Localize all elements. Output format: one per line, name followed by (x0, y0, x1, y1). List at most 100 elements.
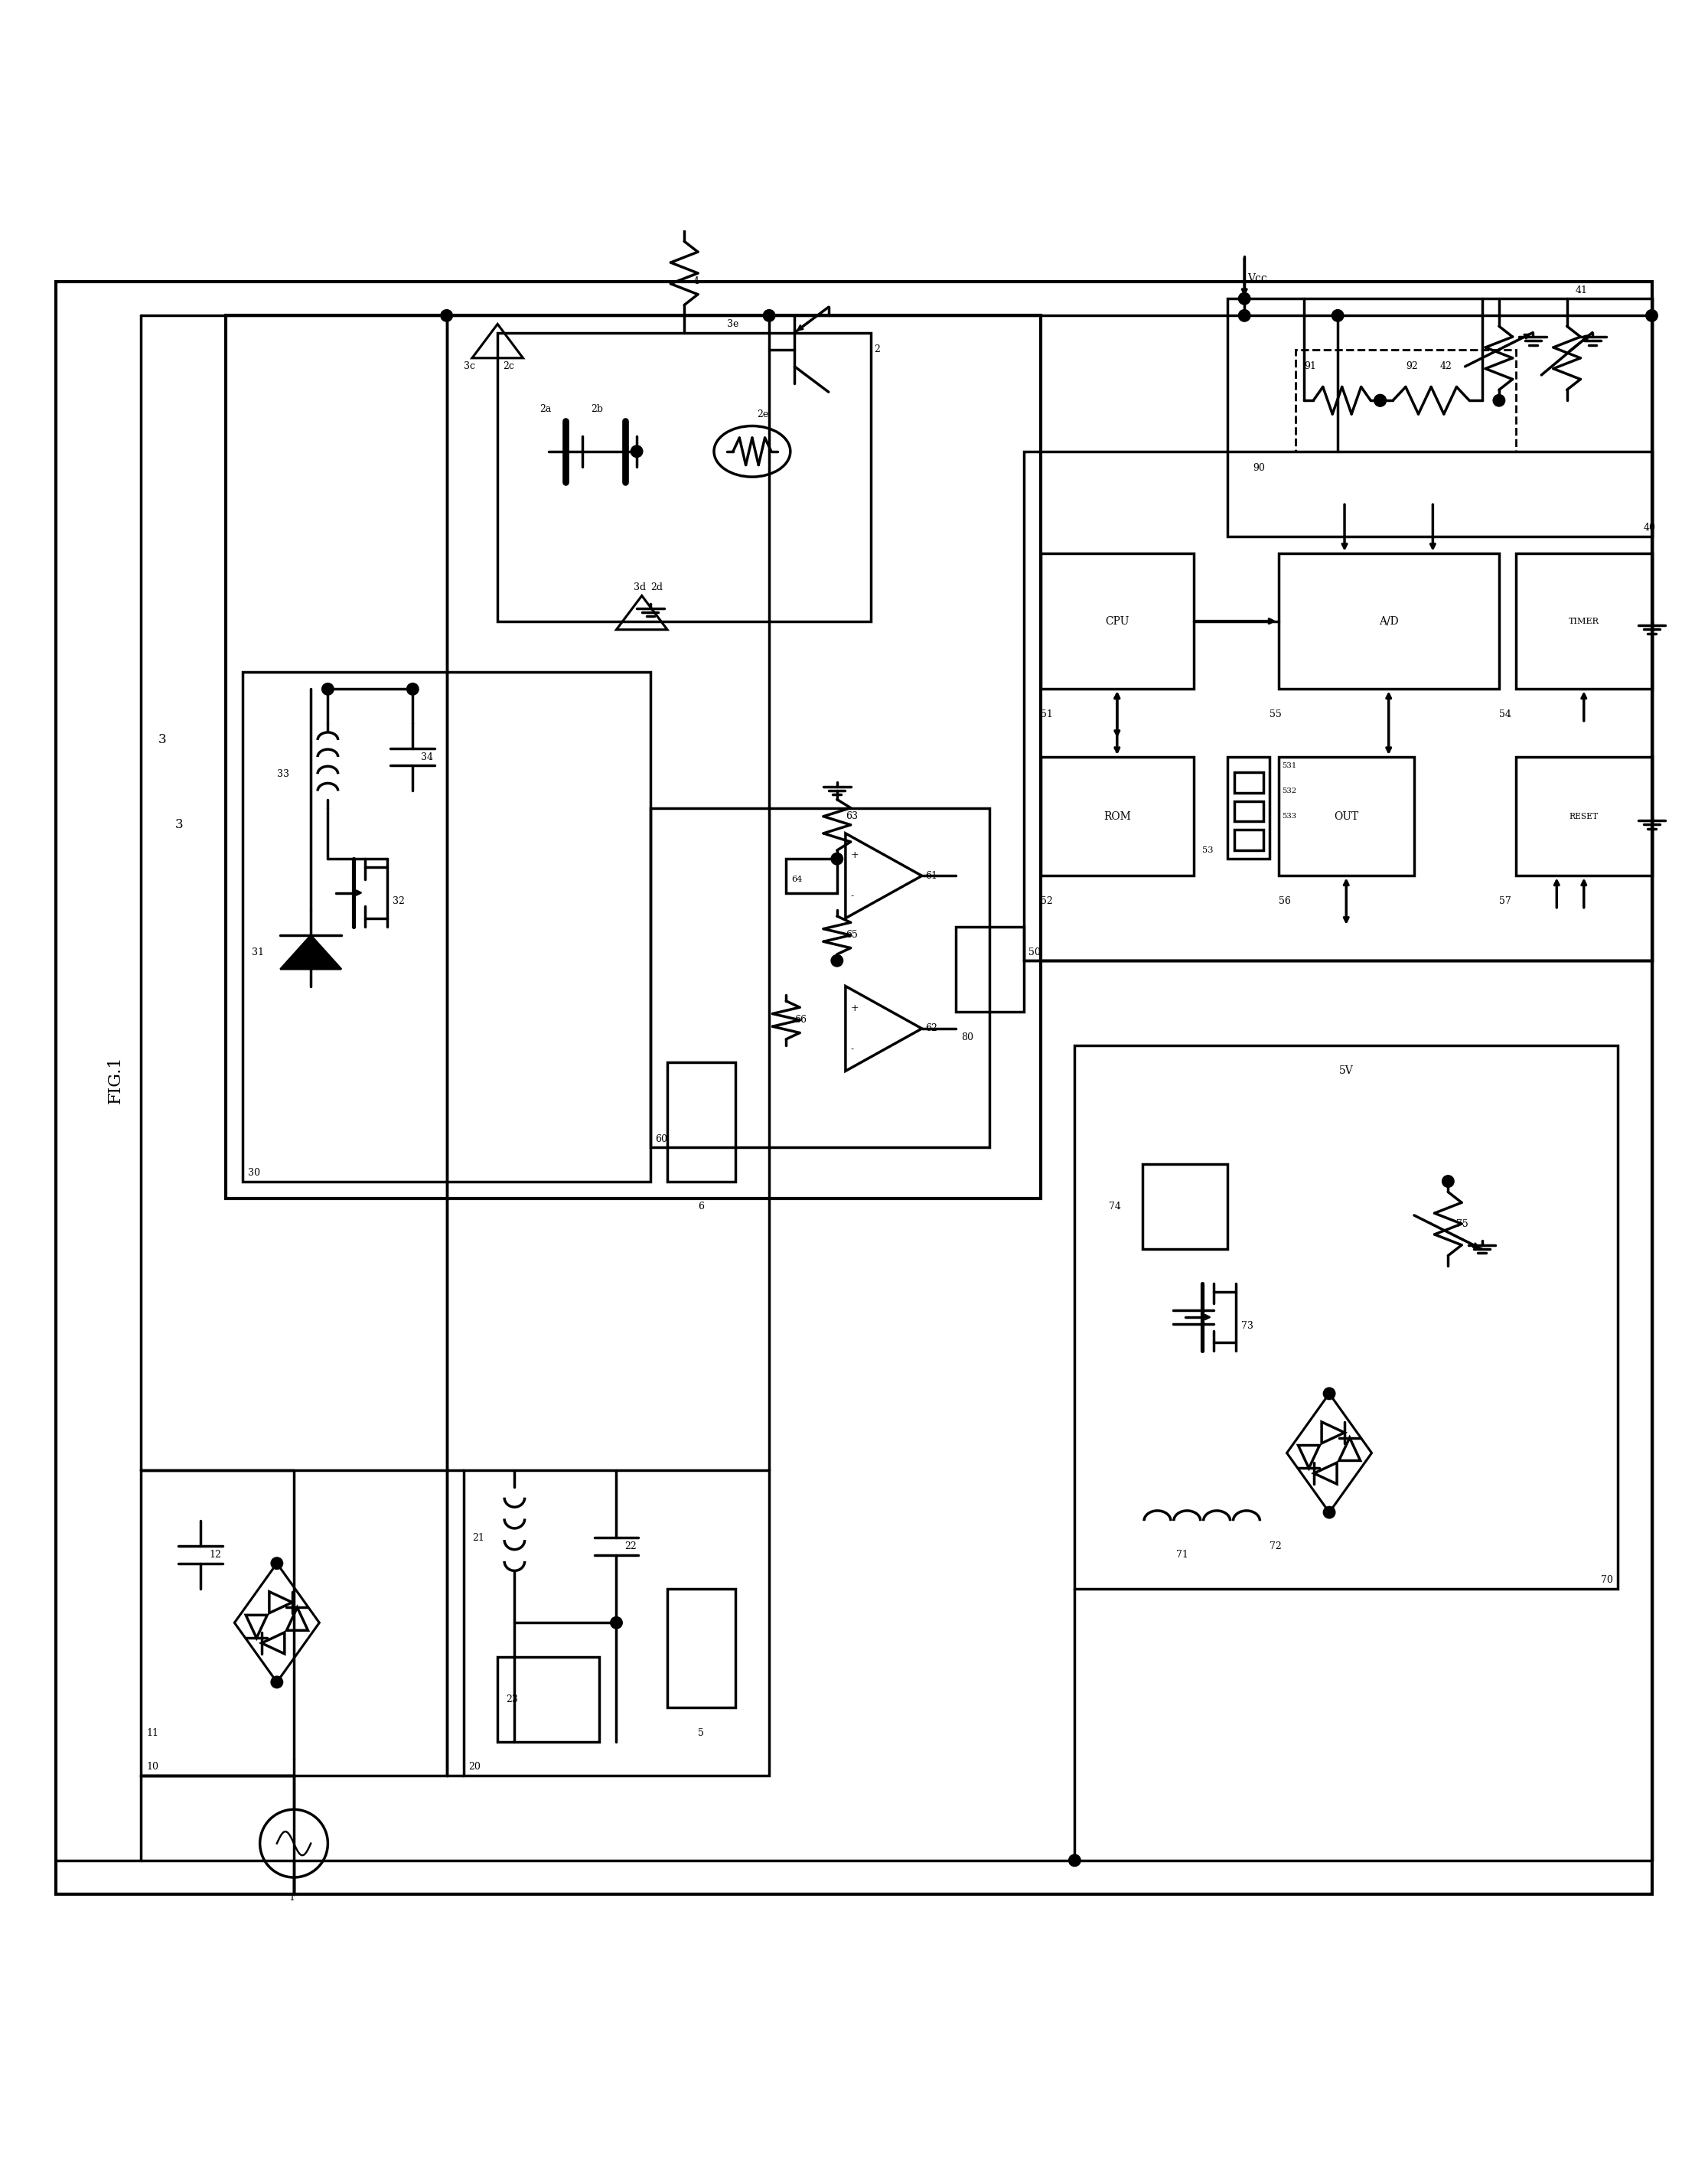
Bar (225, 315, 1040, 1198)
Circle shape (610, 1617, 622, 1628)
Text: 6: 6 (699, 1203, 704, 1211)
Circle shape (1332, 309, 1344, 322)
Circle shape (1238, 294, 1250, 304)
Bar (1295, 350, 1517, 451)
Text: 41: 41 (1575, 285, 1588, 296)
Text: 11: 11 (147, 1727, 159, 1738)
Text: 3e: 3e (726, 320, 738, 328)
Bar (1074, 1045, 1617, 1589)
Text: 42: 42 (1440, 361, 1452, 371)
Circle shape (1442, 1174, 1454, 1187)
Text: OUT: OUT (1334, 812, 1358, 823)
Text: 533: 533 (1281, 814, 1296, 820)
Text: 2e: 2e (757, 408, 769, 419)
Circle shape (272, 1557, 284, 1570)
Text: 22: 22 (625, 1542, 637, 1552)
Text: 63: 63 (845, 812, 857, 820)
Bar (668, 1062, 734, 1181)
Text: 2a: 2a (540, 404, 552, 415)
Text: 3: 3 (159, 734, 166, 747)
Bar (1235, 801, 1264, 820)
Text: 57: 57 (1500, 896, 1512, 907)
Text: 55: 55 (1269, 710, 1283, 719)
Text: ROM: ROM (1103, 812, 1131, 823)
Text: 53: 53 (1202, 846, 1213, 855)
Text: 2: 2 (874, 345, 880, 354)
Text: 56: 56 (1278, 896, 1291, 907)
Text: 2d: 2d (651, 583, 663, 592)
Circle shape (630, 445, 642, 458)
Text: RESET: RESET (1570, 812, 1599, 820)
Text: 3c: 3c (463, 361, 475, 371)
Bar (243, 671, 651, 1181)
Text: 90: 90 (1254, 464, 1266, 473)
Text: A/D: A/D (1378, 615, 1399, 626)
Circle shape (832, 853, 844, 866)
Text: CPU: CPU (1105, 615, 1129, 626)
Circle shape (1069, 1855, 1081, 1865)
Text: 10: 10 (147, 1762, 159, 1773)
Text: 3: 3 (174, 818, 183, 831)
Text: 51: 51 (1040, 710, 1052, 719)
Bar (956, 926, 1023, 1013)
Circle shape (1375, 395, 1387, 406)
Circle shape (1324, 1388, 1336, 1399)
Bar (1040, 758, 1194, 877)
Text: 531: 531 (1281, 762, 1296, 769)
Text: +: + (851, 1004, 859, 1013)
Text: 71: 71 (1177, 1550, 1189, 1559)
Circle shape (1493, 395, 1505, 406)
Circle shape (321, 682, 333, 695)
Bar (1040, 553, 1194, 689)
Text: 70: 70 (1600, 1576, 1612, 1585)
Text: 34: 34 (422, 751, 434, 762)
Text: 61: 61 (926, 870, 938, 881)
Text: 23: 23 (506, 1695, 518, 1703)
Circle shape (1324, 1507, 1336, 1518)
Text: 32: 32 (393, 896, 405, 907)
Text: 64: 64 (791, 874, 803, 883)
Text: TIMER: TIMER (1568, 617, 1599, 624)
Text: 65: 65 (845, 931, 857, 939)
Text: 50: 50 (1028, 948, 1040, 956)
Text: 4: 4 (693, 276, 699, 287)
Text: 60: 60 (656, 1133, 668, 1144)
Text: 2c: 2c (502, 361, 514, 371)
Polygon shape (280, 935, 342, 969)
Text: +: + (851, 851, 859, 861)
Text: 74: 74 (1108, 1203, 1120, 1211)
Text: 33: 33 (277, 769, 289, 779)
Bar (142, 1470, 446, 1775)
Bar (1228, 758, 1269, 859)
Bar (463, 1470, 769, 1775)
Text: 3d: 3d (634, 583, 646, 592)
Circle shape (1375, 395, 1387, 406)
Bar (1278, 553, 1500, 689)
Text: 5V: 5V (1339, 1067, 1353, 1077)
Circle shape (832, 954, 844, 967)
Bar (1235, 773, 1264, 792)
Text: -: - (851, 1045, 854, 1054)
Text: 5: 5 (699, 1727, 704, 1738)
Text: 73: 73 (1242, 1321, 1254, 1330)
Bar (1235, 829, 1264, 851)
Text: 91: 91 (1303, 361, 1315, 371)
Text: 62: 62 (926, 1023, 938, 1034)
Bar (1143, 1164, 1228, 1250)
Bar (1517, 758, 1652, 877)
Circle shape (1238, 309, 1250, 322)
Circle shape (441, 309, 453, 322)
Bar (1517, 553, 1652, 689)
Bar (668, 1589, 734, 1708)
Text: 1: 1 (289, 1893, 295, 1902)
Text: 40: 40 (1643, 522, 1655, 533)
Bar (1228, 298, 1652, 535)
Bar (651, 807, 991, 1146)
Text: -: - (851, 892, 854, 900)
Bar (1278, 758, 1414, 877)
Text: Vcc: Vcc (1249, 272, 1267, 283)
Circle shape (1647, 309, 1658, 322)
Circle shape (407, 682, 418, 695)
Circle shape (272, 1675, 284, 1688)
Text: 2b: 2b (591, 404, 603, 415)
